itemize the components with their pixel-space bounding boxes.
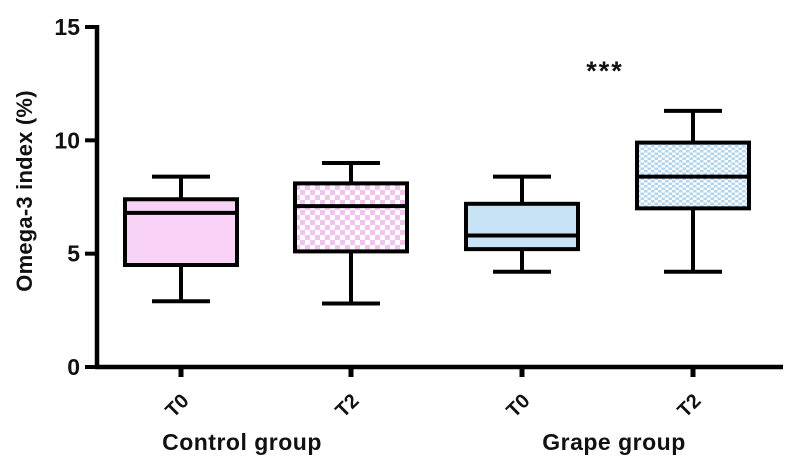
box-rect — [464, 201, 580, 252]
box-control-t2 — [293, 161, 409, 306]
box-rect — [293, 181, 409, 254]
box-grape-t2 — [635, 108, 751, 274]
significance-stars: *** — [586, 56, 624, 86]
x-tick-label: T2 — [331, 390, 363, 422]
y-tick-label: 15 — [54, 14, 80, 40]
y-tick-label: 10 — [54, 127, 80, 153]
x-tick-label: T0 — [502, 390, 534, 422]
x-tick-label: T2 — [673, 390, 705, 422]
group-label-control: Control group — [162, 429, 322, 455]
y-tick-label: 0 — [67, 354, 80, 380]
box-grape-t0 — [464, 174, 580, 274]
box-rect — [123, 197, 239, 267]
group-label-grape: Grape group — [542, 429, 686, 455]
x-tick-label: T0 — [161, 390, 193, 422]
y-axis-title: Omega-3 index (%) — [12, 90, 37, 292]
y-tick-label: 5 — [67, 241, 80, 267]
box-control-t0 — [123, 174, 239, 304]
